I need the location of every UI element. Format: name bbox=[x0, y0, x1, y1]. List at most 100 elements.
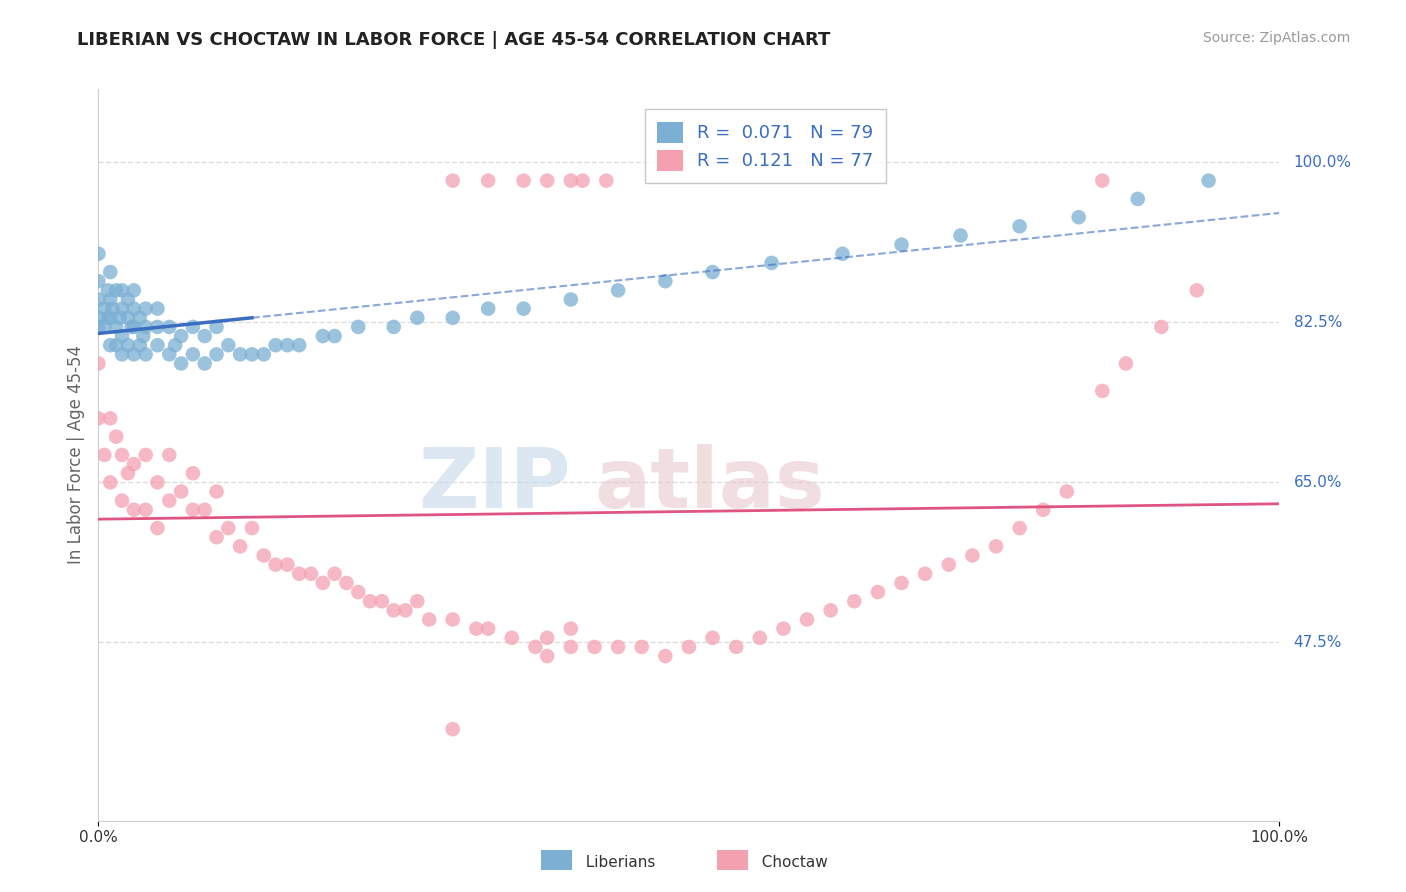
Point bbox=[382, 320, 405, 334]
Text: 47.5%: 47.5% bbox=[1294, 635, 1341, 650]
Point bbox=[630, 640, 652, 654]
Point bbox=[93, 301, 115, 316]
Point bbox=[229, 539, 252, 553]
Point bbox=[748, 631, 770, 645]
Point bbox=[299, 566, 322, 581]
Point bbox=[312, 329, 335, 343]
Point bbox=[276, 558, 298, 572]
Point bbox=[1091, 174, 1114, 188]
Point bbox=[1008, 521, 1031, 535]
Point bbox=[536, 174, 558, 188]
Point bbox=[441, 174, 464, 188]
Point bbox=[323, 566, 346, 581]
Point bbox=[98, 293, 121, 307]
Point bbox=[512, 174, 534, 188]
Point bbox=[111, 448, 134, 462]
Legend: R =  0.071   N = 79, R =  0.121   N = 77: R = 0.071 N = 79, R = 0.121 N = 77 bbox=[645, 109, 886, 184]
Point bbox=[678, 640, 700, 654]
Point bbox=[181, 503, 204, 517]
Point bbox=[122, 503, 145, 517]
Point bbox=[501, 631, 523, 645]
Point bbox=[205, 530, 228, 544]
Point bbox=[382, 603, 405, 617]
Point bbox=[772, 622, 794, 636]
Point bbox=[98, 310, 121, 325]
Point bbox=[1150, 320, 1173, 334]
Point bbox=[962, 549, 984, 563]
Point bbox=[1032, 503, 1054, 517]
Text: Source: ZipAtlas.com: Source: ZipAtlas.com bbox=[1202, 31, 1350, 45]
Point bbox=[217, 521, 239, 535]
Point bbox=[128, 338, 150, 352]
Point bbox=[560, 293, 582, 307]
Point bbox=[157, 347, 180, 361]
Point bbox=[512, 301, 534, 316]
Point bbox=[394, 603, 416, 617]
Point bbox=[157, 448, 180, 462]
Point bbox=[98, 411, 121, 425]
Point bbox=[536, 631, 558, 645]
Point bbox=[583, 640, 606, 654]
Point bbox=[571, 174, 593, 188]
Text: 65.0%: 65.0% bbox=[1294, 475, 1343, 490]
Point bbox=[122, 347, 145, 361]
Text: Choctaw: Choctaw bbox=[752, 855, 828, 870]
Point bbox=[132, 329, 155, 343]
Point bbox=[217, 338, 239, 352]
Point bbox=[181, 466, 204, 480]
Point bbox=[101, 301, 124, 316]
Point bbox=[761, 256, 783, 270]
Point bbox=[890, 237, 912, 252]
Point bbox=[607, 284, 630, 298]
Point bbox=[146, 338, 169, 352]
Point bbox=[93, 320, 115, 334]
Point bbox=[93, 448, 115, 462]
Point bbox=[264, 338, 287, 352]
Point bbox=[181, 320, 204, 334]
Point bbox=[441, 613, 464, 627]
Text: ZIP: ZIP bbox=[419, 443, 571, 524]
Point bbox=[477, 622, 499, 636]
Point bbox=[157, 493, 180, 508]
Point bbox=[1126, 192, 1149, 206]
Point bbox=[796, 613, 818, 627]
Point bbox=[253, 549, 276, 563]
Point bbox=[117, 293, 139, 307]
Point bbox=[1008, 219, 1031, 234]
Point bbox=[725, 640, 748, 654]
Point bbox=[205, 484, 228, 499]
Point bbox=[87, 411, 110, 425]
Text: LIBERIAN VS CHOCTAW IN LABOR FORCE | AGE 45-54 CORRELATION CHART: LIBERIAN VS CHOCTAW IN LABOR FORCE | AGE… bbox=[77, 31, 831, 49]
Point bbox=[1198, 174, 1220, 188]
Point bbox=[98, 338, 121, 352]
Point bbox=[117, 310, 139, 325]
Point bbox=[146, 320, 169, 334]
Point bbox=[98, 265, 121, 279]
Point bbox=[595, 174, 617, 188]
Point bbox=[87, 274, 110, 288]
Point bbox=[205, 347, 228, 361]
Point bbox=[194, 329, 217, 343]
Point bbox=[866, 585, 889, 599]
Point bbox=[194, 356, 217, 371]
Point bbox=[122, 301, 145, 316]
Point bbox=[347, 585, 370, 599]
Point bbox=[347, 320, 370, 334]
Point bbox=[135, 301, 157, 316]
Point bbox=[205, 320, 228, 334]
Point bbox=[654, 274, 676, 288]
Point bbox=[135, 320, 157, 334]
Point bbox=[820, 603, 842, 617]
Point bbox=[890, 576, 912, 591]
Point bbox=[194, 503, 217, 517]
Point bbox=[264, 558, 287, 572]
Point bbox=[135, 503, 157, 517]
Point bbox=[105, 430, 128, 444]
Point bbox=[536, 649, 558, 664]
Point bbox=[359, 594, 381, 608]
Point bbox=[111, 493, 134, 508]
Point bbox=[122, 320, 145, 334]
Point bbox=[441, 723, 464, 737]
Point bbox=[1091, 384, 1114, 398]
Point bbox=[949, 228, 972, 243]
